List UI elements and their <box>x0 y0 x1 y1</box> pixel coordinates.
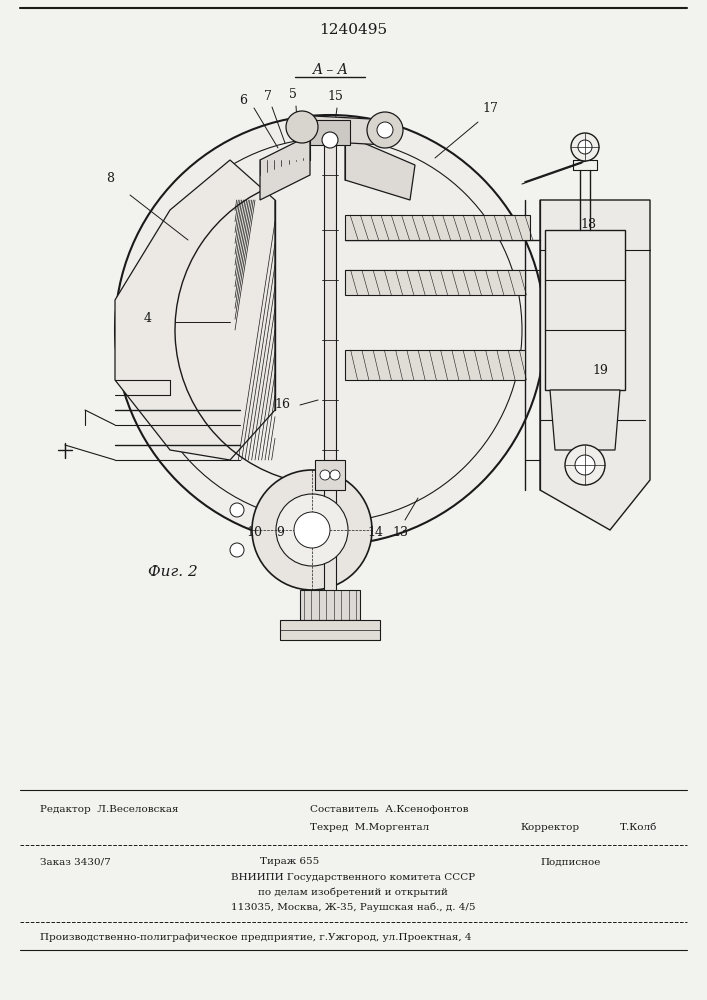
Polygon shape <box>310 120 350 145</box>
Text: 17: 17 <box>482 102 498 114</box>
Text: Редактор  Л.Веселовская: Редактор Л.Веселовская <box>40 806 178 814</box>
Text: Т.Колб: Т.Колб <box>620 824 658 832</box>
Text: Подписное: Подписное <box>540 857 600 866</box>
Text: 10: 10 <box>246 526 262 540</box>
Text: ВНИИПИ Государственного комитета СССР: ВНИИПИ Государственного комитета СССР <box>231 872 475 882</box>
Polygon shape <box>545 230 625 390</box>
Polygon shape <box>550 390 620 450</box>
Text: 16: 16 <box>274 398 290 412</box>
Text: Тираж 655: Тираж 655 <box>260 857 320 866</box>
Text: Составитель  А.Ксенофонтов: Составитель А.Ксенофонтов <box>310 806 469 814</box>
Circle shape <box>578 140 592 154</box>
Circle shape <box>252 470 372 590</box>
Text: Техред  М.Моргентал: Техред М.Моргентал <box>310 824 429 832</box>
Text: 1240495: 1240495 <box>319 23 387 37</box>
Polygon shape <box>540 200 650 530</box>
Text: 13: 13 <box>392 526 408 540</box>
Polygon shape <box>260 135 310 200</box>
Text: 7: 7 <box>264 91 272 104</box>
Circle shape <box>230 543 244 557</box>
Circle shape <box>276 494 348 566</box>
Text: 8: 8 <box>106 172 114 184</box>
Polygon shape <box>345 350 525 380</box>
Circle shape <box>367 112 403 148</box>
Text: 6: 6 <box>239 94 247 106</box>
Text: 113035, Москва, Ж-35, Раушская наб., д. 4/5: 113035, Москва, Ж-35, Раушская наб., д. … <box>230 902 475 912</box>
Text: Фиг. 2: Фиг. 2 <box>148 565 198 579</box>
Circle shape <box>565 445 605 485</box>
Circle shape <box>115 115 545 545</box>
Text: Заказ 3430/7: Заказ 3430/7 <box>40 857 111 866</box>
Text: 5: 5 <box>289 89 297 102</box>
Polygon shape <box>345 270 525 295</box>
Text: 4: 4 <box>144 312 152 324</box>
Circle shape <box>294 512 330 548</box>
Polygon shape <box>345 215 530 240</box>
Text: 15: 15 <box>327 91 343 104</box>
Polygon shape <box>280 620 380 640</box>
Circle shape <box>377 122 393 138</box>
Circle shape <box>320 470 330 480</box>
Polygon shape <box>115 160 275 460</box>
Text: 14: 14 <box>367 526 383 540</box>
Text: A – A: A – A <box>312 63 348 77</box>
Polygon shape <box>324 120 336 610</box>
Text: 18: 18 <box>580 219 596 232</box>
Polygon shape <box>295 115 390 145</box>
Circle shape <box>571 133 599 161</box>
Polygon shape <box>315 460 345 490</box>
Circle shape <box>286 111 318 143</box>
Text: 19: 19 <box>592 363 608 376</box>
Polygon shape <box>300 590 360 620</box>
Text: 9: 9 <box>276 526 284 540</box>
Text: по делам изобретений и открытий: по делам изобретений и открытий <box>258 887 448 897</box>
Circle shape <box>322 132 338 148</box>
Circle shape <box>330 470 340 480</box>
Polygon shape <box>345 135 415 200</box>
Text: Производственно-полиграфическое предприятие, г.Ужгород, ул.Проектная, 4: Производственно-полиграфическое предприя… <box>40 932 472 942</box>
Circle shape <box>230 503 244 517</box>
Circle shape <box>575 455 595 475</box>
Text: Корректор: Корректор <box>520 824 579 832</box>
